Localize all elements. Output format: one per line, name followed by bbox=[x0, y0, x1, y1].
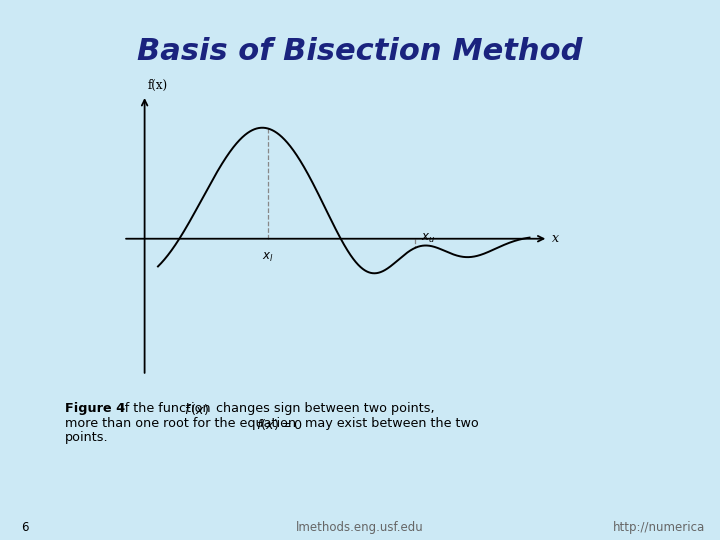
Text: f(x): f(x) bbox=[148, 79, 168, 92]
Text: $f\,(x)$: $f\,(x)$ bbox=[184, 402, 210, 417]
Text: more than one root for the equation: more than one root for the equation bbox=[65, 417, 300, 430]
Text: Basis of Bisection Method: Basis of Bisection Method bbox=[138, 37, 582, 66]
Text: 6: 6 bbox=[22, 521, 29, 534]
Text: x: x bbox=[552, 232, 559, 245]
Text: $x_u$: $x_u$ bbox=[421, 232, 435, 245]
Text: $f(x){=}0$: $f(x){=}0$ bbox=[256, 417, 302, 432]
Text: If the function: If the function bbox=[117, 402, 215, 415]
Text: $x_l$: $x_l$ bbox=[262, 251, 274, 264]
Text: changes sign between two points,: changes sign between two points, bbox=[212, 402, 434, 415]
Text: points.: points. bbox=[65, 431, 109, 444]
Text: may exist between the two: may exist between the two bbox=[297, 417, 479, 430]
Text: http://numerica: http://numerica bbox=[613, 521, 706, 534]
Text: Figure 4: Figure 4 bbox=[65, 402, 125, 415]
Text: lmethods.eng.usf.edu: lmethods.eng.usf.edu bbox=[296, 521, 424, 534]
